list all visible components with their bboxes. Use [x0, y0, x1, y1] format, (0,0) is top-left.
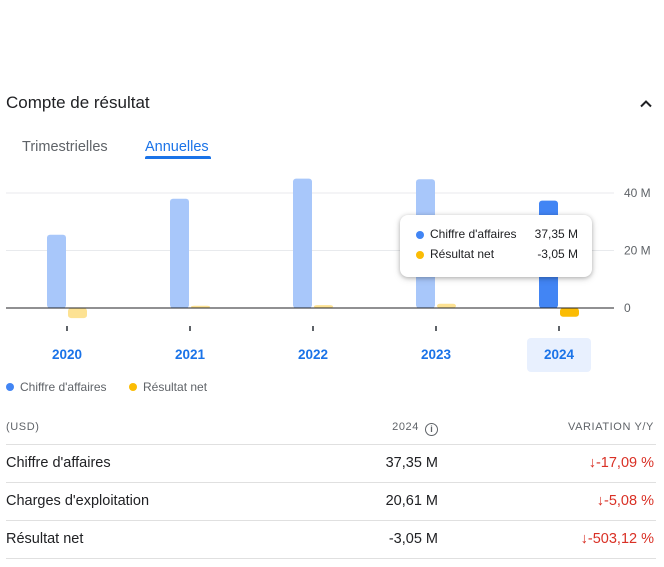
table-row: Charges d'exploitation 20,61 M ↓-5,08 % — [6, 483, 656, 521]
info-icon[interactable]: i — [425, 423, 438, 436]
net-dot-icon — [416, 251, 424, 259]
table-row: Chiffre d'affaires 37,35 M ↓-17,09 % — [6, 445, 656, 483]
row-change-value: -17,09 % — [595, 455, 654, 471]
y-tick-label: 40 M — [624, 186, 651, 200]
revenue-bar — [47, 234, 66, 308]
row-label: Chiffre d'affaires — [6, 455, 111, 471]
year-header-label: 2024 — [392, 421, 419, 433]
chevron-up-icon[interactable] — [638, 96, 654, 112]
net-dot-icon — [129, 383, 137, 391]
row-value: 20,61 M — [385, 493, 438, 509]
net-income-bar — [191, 305, 210, 308]
revenue-bar — [293, 178, 312, 308]
tooltip-label: Chiffre d'affaires — [430, 227, 517, 241]
tab-quarterly[interactable]: Trimestrielles — [22, 139, 108, 155]
legend-label: Résultat net — [143, 380, 208, 394]
arrow-down-icon: ↓ — [580, 531, 588, 547]
table-row: Résultat net -3,05 M ↓-503,12 % — [6, 521, 656, 559]
net-income-bar — [68, 308, 87, 319]
legend-item-net: Résultat net — [129, 380, 207, 394]
net-income-bar — [314, 305, 333, 308]
active-tab-indicator — [145, 156, 211, 159]
table-header-row: (USD) 2024 i VARIATION Y/Y — [6, 416, 656, 445]
net-income-bar — [560, 308, 579, 317]
y-tick-label: 20 M — [624, 244, 651, 258]
currency-header: (USD) — [6, 421, 40, 433]
section-title: Compte de résultat — [6, 93, 150, 112]
row-change-value: -503,12 % — [587, 531, 654, 547]
section-header: Compte de résultat — [6, 92, 658, 116]
row-value: -3,05 M — [388, 531, 438, 547]
row-label: Résultat net — [6, 531, 84, 547]
legend-label: Chiffre d'affaires — [20, 380, 107, 394]
row-label: Charges d'exploitation — [6, 493, 150, 509]
financials-table: (USD) 2024 i VARIATION Y/Y Chiffre d'affa… — [6, 416, 656, 559]
arrow-down-icon: ↓ — [596, 493, 605, 509]
row-value: 37,35 M — [385, 455, 438, 471]
revenue-dot-icon — [416, 231, 424, 239]
row-change-value: -5,08 % — [604, 493, 654, 509]
tooltip-value: 37,35 M — [534, 227, 578, 241]
chart-tooltip: Chiffre d'affaires 37,35 M Résultat net … — [400, 215, 592, 277]
year-label-2022[interactable]: 2022 — [297, 347, 329, 362]
revenue-dot-icon — [6, 383, 14, 391]
legend-item-revenue: Chiffre d'affaires — [6, 380, 107, 394]
year-label-2024[interactable]: 2024 — [527, 338, 591, 372]
tooltip-row-revenue: Chiffre d'affaires 37,35 M — [416, 227, 578, 243]
row-change: ↓-17,09 % — [589, 455, 654, 471]
row-change: ↓-503,12 % — [581, 531, 654, 547]
tab-annual[interactable]: Annuelles — [145, 139, 209, 155]
tooltip-row-net: Résultat net -3,05 M — [416, 247, 578, 263]
tooltip-label: Résultat net — [430, 247, 495, 261]
arrow-down-icon: ↓ — [588, 455, 596, 471]
year-label-2021[interactable]: 2021 — [174, 347, 206, 362]
revenue-bar — [170, 198, 189, 308]
tooltip-value: -3,05 M — [537, 247, 578, 261]
row-change: ↓-5,08 % — [597, 493, 654, 509]
y-tick-label: 0 — [624, 301, 631, 315]
year-label-2023[interactable]: 2023 — [420, 347, 452, 362]
net-income-bar — [437, 303, 456, 308]
year-label-2020[interactable]: 2020 — [51, 347, 83, 362]
change-header: VARIATION Y/Y — [567, 421, 654, 433]
year-header: 2024 i — [392, 421, 438, 436]
